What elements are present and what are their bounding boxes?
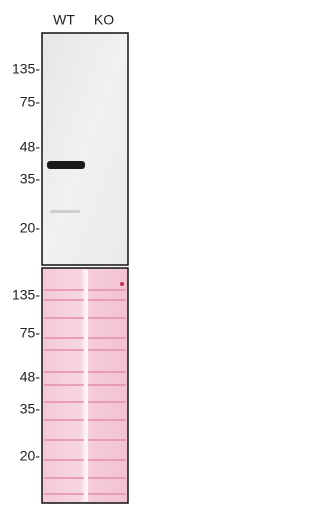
lane-label: WT: [53, 12, 75, 28]
marker-label: 48-: [20, 139, 41, 155]
page: WT KO 135- 75- 48- 35- 20- 135- 75- 48- …: [0, 0, 150, 511]
blot-panel: [41, 32, 129, 266]
stain-spot: [120, 282, 124, 286]
marker-label: 20-: [20, 448, 41, 464]
marker-label: 135-: [12, 61, 40, 77]
marker-label: 35-: [20, 401, 41, 417]
marker-label: 75-: [20, 94, 41, 110]
marker-label: 35-: [20, 171, 41, 187]
faint-band: [50, 210, 80, 213]
blot-figure: WT KO 135- 75- 48- 35- 20- 135- 75- 48- …: [12, 12, 129, 504]
marker-label: 75-: [20, 325, 41, 341]
marker-label: 48-: [20, 369, 41, 385]
marker-label: 135-: [12, 287, 40, 303]
lane-label: KO: [94, 12, 114, 28]
protein-band: [47, 161, 85, 169]
marker-label: 20-: [20, 220, 41, 236]
